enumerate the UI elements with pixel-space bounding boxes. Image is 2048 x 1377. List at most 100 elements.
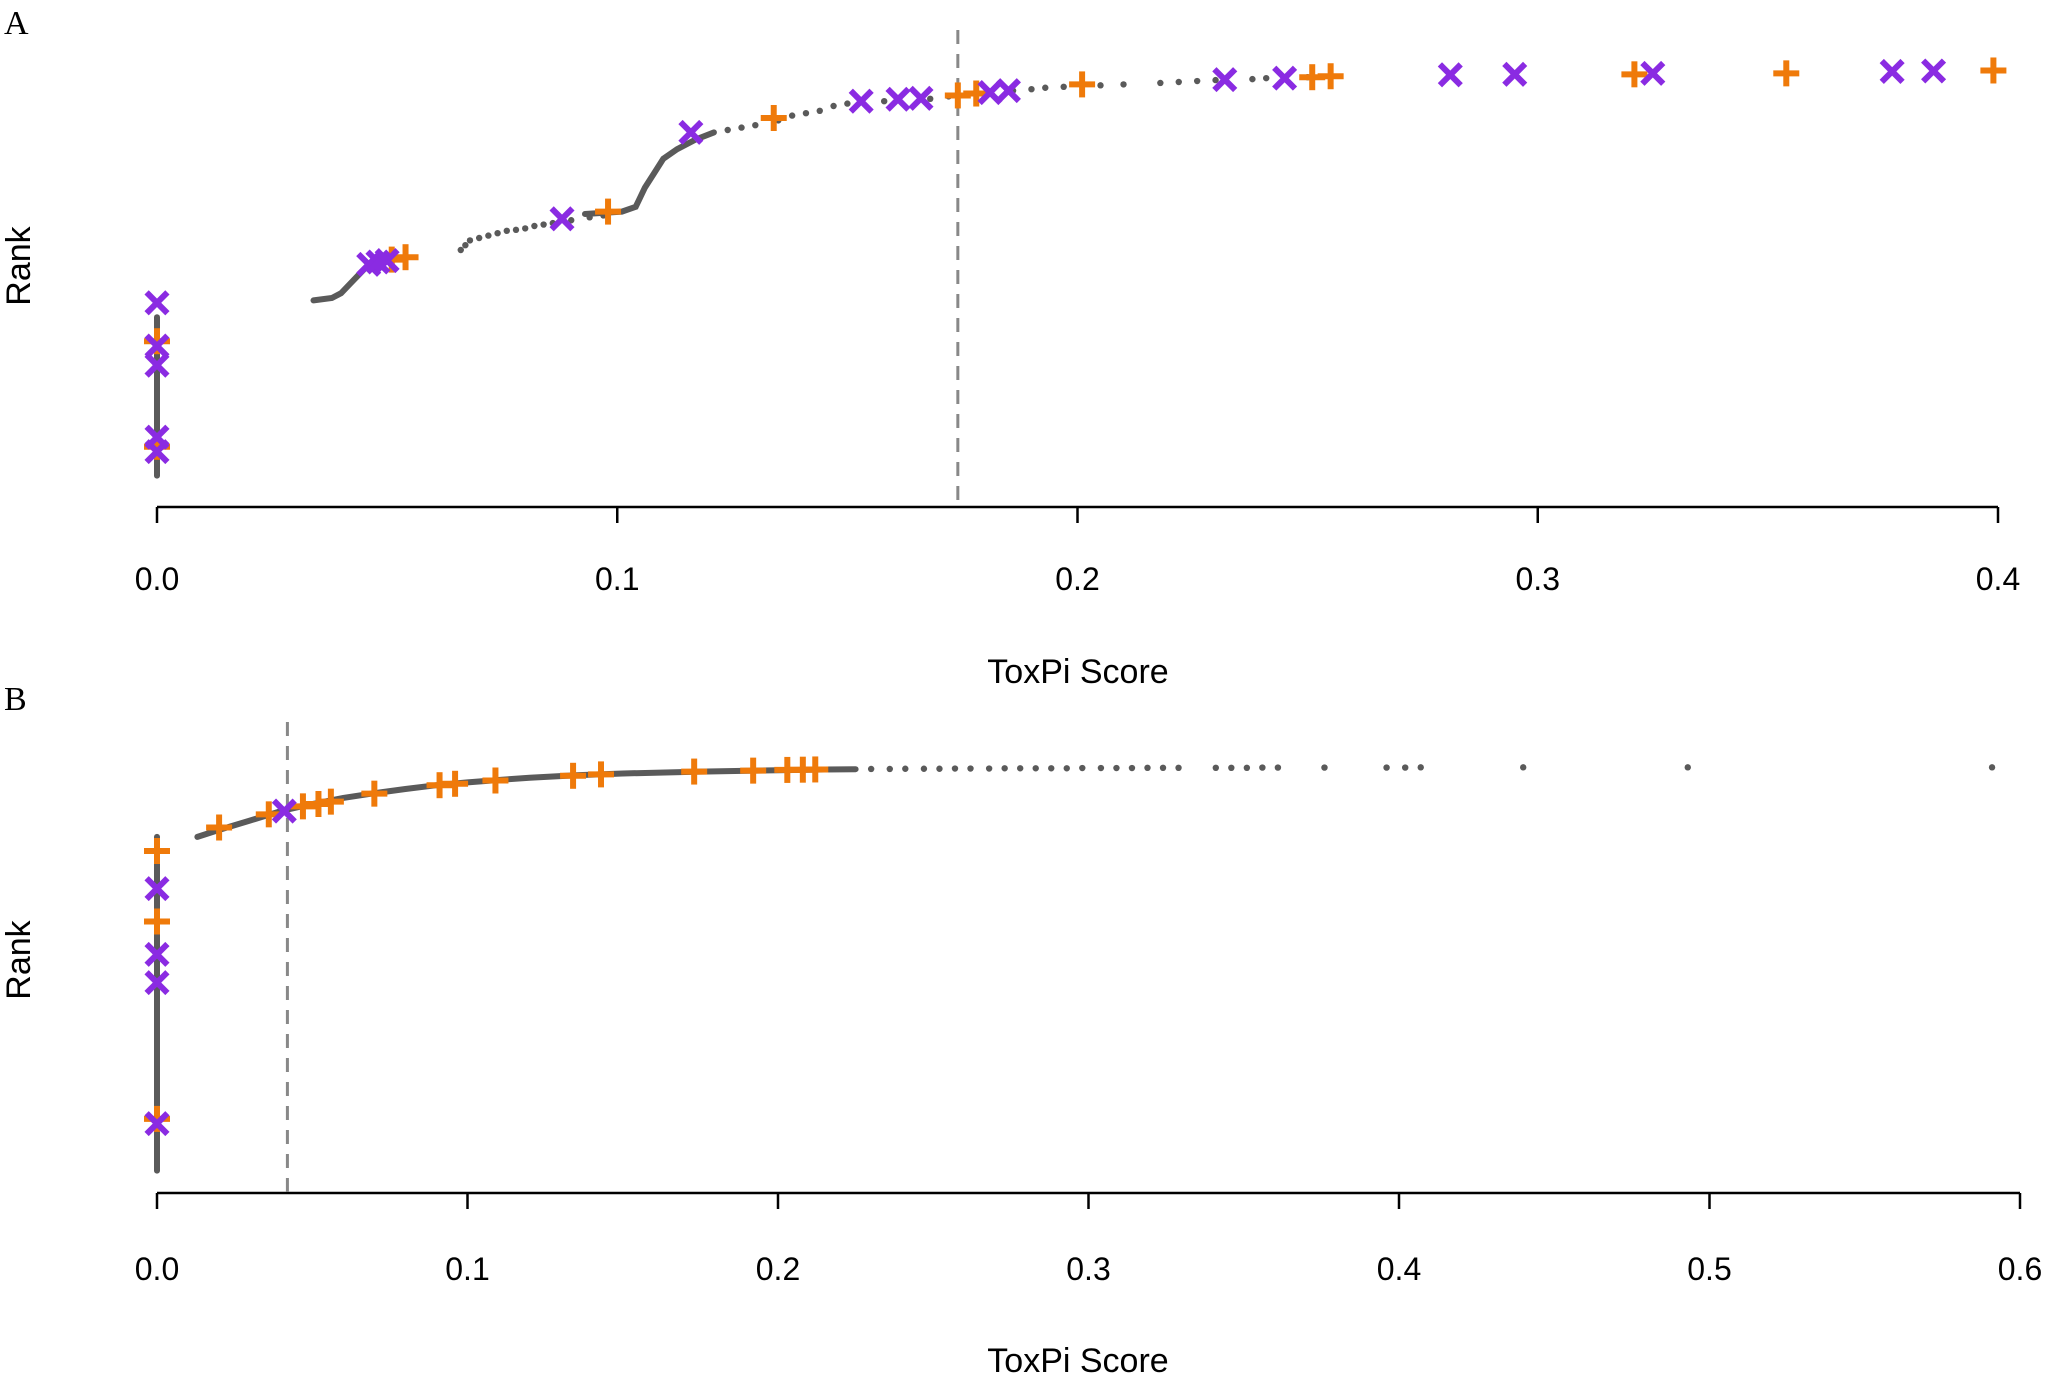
background-point: [1193, 77, 1201, 85]
background-point: [1383, 764, 1390, 771]
background-point: [494, 230, 501, 237]
background-curve: [582, 129, 717, 217]
background-point: [1120, 81, 1127, 88]
purple-x-marker: [144, 439, 170, 465]
x-tick-label: 0.1: [595, 561, 639, 597]
x-stroke-2: [995, 78, 1021, 104]
panel-a: A Rank ToxPi Score 0.0 0.1 0.2 0.3 0.4: [0, 5, 2020, 691]
orange-plus-marker: [760, 105, 787, 131]
x-tick-label: 0.2: [756, 1251, 800, 1287]
background-point: [830, 102, 837, 110]
orange-plus-marker: [442, 770, 469, 797]
x-stroke-2: [848, 88, 874, 114]
purple-x-marker: [144, 352, 170, 378]
x-tick-label: 0.1: [445, 1251, 489, 1287]
background-point: [1144, 764, 1151, 772]
orange-plus-marker: [1317, 63, 1344, 90]
background-point: [920, 765, 928, 772]
background-point: [1402, 764, 1409, 771]
x-stroke-2: [144, 290, 170, 316]
background-point: [1321, 764, 1328, 771]
orange-plus-marker: [144, 328, 170, 355]
orange-plus-marker: [595, 198, 622, 225]
background-point: [1113, 764, 1120, 772]
background-point: [1001, 765, 1008, 772]
purple-x-marker: [144, 970, 170, 996]
panel-a-ylabel: Rank: [0, 225, 38, 305]
purple-x-marker: [144, 333, 170, 359]
x-stroke-2: [1879, 58, 1905, 84]
orange-plus-marker: [1980, 57, 2007, 84]
background-point: [967, 765, 974, 772]
x-stroke-2: [678, 119, 704, 145]
background-point: [475, 234, 483, 242]
background-point: [867, 765, 875, 773]
panel-b-background-points: [154, 764, 1996, 1174]
x-stroke-2: [1921, 58, 1947, 84]
background-point: [1259, 764, 1266, 771]
background-point: [1159, 764, 1167, 772]
orange-plus-marker: [392, 244, 419, 271]
background-point: [738, 124, 745, 131]
x-tick-label: 0.2: [1055, 561, 1099, 597]
orange-plus-marker: [560, 762, 587, 789]
x-tick-label: 0.6: [1998, 1251, 2042, 1287]
background-point: [1097, 82, 1104, 89]
purple-x-marker: [144, 941, 170, 967]
background-point: [844, 100, 851, 107]
x-stroke-2: [144, 1111, 170, 1137]
purple-x-marker: [549, 206, 575, 232]
background-point: [1175, 764, 1182, 772]
x-stroke-2: [144, 970, 170, 996]
orange-plus-marker: [361, 780, 388, 807]
background-point: [1048, 765, 1055, 772]
purple-x-marker: [1921, 58, 1947, 84]
panel-a-xlabel: ToxPi Score: [987, 653, 1168, 691]
background-point: [1032, 765, 1039, 772]
background-point: [1060, 83, 1067, 91]
orange-plus-marker: [206, 814, 233, 841]
background-point: [902, 765, 909, 772]
panel-b: B Rank ToxPi Score 0.0 0.1 0.2 0.3 0.4 0.5 0.6: [0, 681, 2042, 1377]
purple-x-marker: [144, 290, 170, 316]
purple-x-marker: [1502, 61, 1528, 87]
background-point: [1263, 74, 1270, 82]
background-point: [880, 98, 888, 105]
background-point: [816, 107, 823, 115]
x-stroke-2: [1272, 65, 1298, 91]
purple-x-marker: [1437, 62, 1463, 88]
orange-plus-marker: [1069, 71, 1096, 98]
x-stroke-2: [374, 248, 400, 274]
x-tick-label: 0.0: [135, 561, 179, 597]
purple-x-marker: [1640, 60, 1666, 86]
panel-a-x-axis: 0.0 0.1 0.2 0.3 0.4: [135, 505, 2020, 597]
purple-x-marker: [144, 876, 170, 902]
x-tick-label: 0.4: [1377, 1251, 1421, 1287]
background-point: [1684, 764, 1691, 771]
background-point: [1016, 765, 1024, 772]
x-stroke-2: [144, 352, 170, 378]
background-point: [540, 221, 547, 228]
orange-plus-marker: [317, 788, 344, 815]
orange-plus-marker: [144, 1105, 170, 1132]
panel-b-xlabel: ToxPi Score: [987, 1342, 1168, 1377]
orange-plus-marker: [144, 908, 170, 935]
background-point: [568, 217, 575, 224]
x-stroke-2: [1437, 62, 1463, 88]
panel-a-background-points: [154, 74, 1311, 479]
x-tick-label: 0.4: [1976, 561, 2020, 597]
background-point: [1988, 764, 1996, 771]
purple-x-marker: [1212, 67, 1238, 93]
purple-x-marker: [678, 119, 704, 145]
orange-plus-marker: [681, 758, 708, 785]
background-point: [985, 765, 993, 772]
background-point: [466, 237, 474, 244]
panel-a-markers: [144, 57, 2007, 465]
orange-plus-marker: [144, 838, 170, 864]
background-point: [1097, 764, 1105, 772]
x-tick-label: 0.5: [1687, 1251, 1731, 1287]
background-point: [1274, 764, 1282, 771]
panel-b-ylabel: Rank: [0, 919, 38, 999]
background-point: [586, 214, 593, 221]
purple-x-marker: [1272, 65, 1298, 91]
